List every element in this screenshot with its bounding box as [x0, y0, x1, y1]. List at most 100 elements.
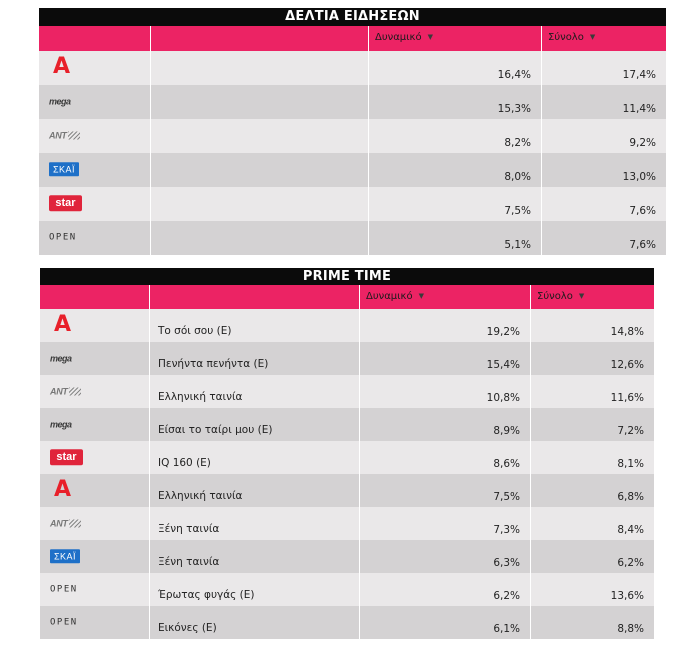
- total-cell: 13,0%: [542, 153, 666, 187]
- channel-logo-cell: OPEN: [39, 221, 151, 255]
- show-title: Είσαι το ταίρι μου (E): [158, 424, 273, 436]
- dynamic-cell: 8,9%: [360, 408, 531, 441]
- table-row: star IQ 160 (E) 8,6% 8,1%: [40, 441, 654, 474]
- total-share-value: 8,1%: [617, 458, 644, 470]
- total-cell: 14,8%: [531, 309, 654, 342]
- total-cell: 8,8%: [531, 606, 654, 639]
- dynamic-cell: 8,6%: [360, 441, 531, 474]
- dynamic-cell: 8,0%: [369, 153, 542, 187]
- show-cell: [151, 187, 369, 221]
- channel-logo-cell: OPEN: [40, 573, 150, 606]
- show-cell: Το σόι σου (E): [150, 309, 360, 342]
- dynamic-cell: 15,4%: [360, 342, 531, 375]
- ant1-logo-bars: [68, 519, 81, 527]
- dynamic-share-value: 16,4%: [497, 69, 531, 81]
- mega-logo: mega: [50, 419, 72, 429]
- ant1-logo-text: ANT: [49, 130, 67, 141]
- show-title: Ελληνική ταινία: [158, 391, 243, 403]
- show-cell: Εικόνες (E): [150, 606, 360, 639]
- table-row: A Ελληνική ταινία 7,5% 6,8%: [40, 474, 654, 507]
- show-title: Εικόνες (E): [158, 622, 217, 634]
- total-share-value: 8,4%: [617, 524, 644, 536]
- dynamic-share-value: 7,5%: [504, 205, 531, 217]
- channel-logo-cell: ΣΚΑΪ: [40, 540, 150, 573]
- ant1-logo: ANT: [49, 131, 80, 141]
- dynamic-share-value: 5,1%: [504, 239, 531, 251]
- show-title: IQ 160 (E): [158, 457, 211, 469]
- total-share-value: 9,2%: [629, 137, 656, 149]
- total-share-value: 7,2%: [617, 425, 644, 437]
- dynamic-share-value: 8,6%: [493, 458, 520, 470]
- alpha-logo: A: [54, 311, 72, 337]
- channel-logo-cell: ANT: [40, 507, 150, 540]
- total-column-header[interactable]: Σύνολο ▼: [542, 26, 666, 51]
- sort-down-icon[interactable]: ▼: [578, 292, 585, 300]
- dynamic-share-value: 15,4%: [486, 359, 520, 371]
- prime-table-header: Δυναμικό ▼ Σύνολο ▼: [40, 285, 654, 309]
- table-row: mega Πενήντα πενήντα (E) 15,4% 12,6%: [40, 342, 654, 375]
- ant1-logo-bars: [67, 131, 80, 140]
- star-logo: star: [50, 448, 83, 465]
- show-cell: Ελληνική ταινία: [150, 474, 360, 507]
- show-title: Ελληνική ταινία: [158, 490, 243, 502]
- total-cell: 7,6%: [542, 221, 666, 255]
- total-share-value: 7,6%: [629, 239, 656, 251]
- table-row: ΣΚΑΪ Ξένη ταινία 6,3% 6,2%: [40, 540, 654, 573]
- dynamic-cell: 8,2%: [369, 119, 542, 153]
- channel-logo-cell: mega: [40, 342, 150, 375]
- show-cell: [151, 221, 369, 255]
- total-header-label: Σύνολο: [537, 291, 573, 302]
- dynamic-cell: 10,8%: [360, 375, 531, 408]
- show-cell: Ξένη ταινία: [150, 540, 360, 573]
- total-share-value: 13,6%: [610, 590, 644, 602]
- show-column-header: [150, 285, 360, 309]
- dynamic-cell: 6,1%: [360, 606, 531, 639]
- total-cell: 13,6%: [531, 573, 654, 606]
- show-title: Ξένη ταινία: [158, 556, 220, 568]
- dynamic-cell: 15,3%: [369, 85, 542, 119]
- total-cell: 8,1%: [531, 441, 654, 474]
- show-cell: IQ 160 (E): [150, 441, 360, 474]
- open-logo: OPEN: [50, 617, 78, 627]
- total-column-header[interactable]: Σύνολο ▼: [531, 285, 654, 309]
- total-share-value: 11,4%: [622, 103, 656, 115]
- dynamic-column-header[interactable]: Δυναμικό ▼: [369, 26, 542, 51]
- total-share-value: 6,8%: [617, 491, 644, 503]
- total-share-value: 7,6%: [629, 205, 656, 217]
- prime-table-body: A Το σόι σου (E) 19,2% 14,8% mega Πενήντα πεν…: [40, 309, 654, 639]
- ant1-logo-bars: [68, 387, 81, 395]
- dynamic-header-label: Δυναμικό: [366, 291, 413, 302]
- show-cell: Έρωτας φυγάς (E): [150, 573, 360, 606]
- total-share-value: 12,6%: [610, 359, 644, 371]
- dynamic-share-value: 8,0%: [504, 171, 531, 183]
- total-cell: 12,6%: [531, 342, 654, 375]
- table-row: ΣΚΑΪ 8,0% 13,0%: [39, 153, 666, 187]
- total-cell: 8,4%: [531, 507, 654, 540]
- ant1-logo-text: ANT: [50, 518, 68, 528]
- sort-down-icon[interactable]: ▼: [427, 33, 433, 41]
- total-cell: 11,4%: [542, 85, 666, 119]
- logo-column-header: [40, 285, 150, 309]
- table-row: A Το σόι σου (E) 19,2% 14,8%: [40, 309, 654, 342]
- star-logo: star: [49, 195, 82, 212]
- total-share-value: 8,8%: [617, 623, 644, 635]
- sort-down-icon[interactable]: ▼: [418, 292, 424, 300]
- ant1-logo-text: ANT: [50, 386, 68, 396]
- dynamic-column-header[interactable]: Δυναμικό ▼: [360, 285, 531, 309]
- open-logo: OPEN: [50, 584, 78, 594]
- show-cell: [151, 153, 369, 187]
- total-cell: 17,4%: [542, 51, 666, 85]
- total-share-value: 17,4%: [622, 69, 656, 81]
- open-logo: OPEN: [49, 232, 77, 243]
- show-cell: Είσαι το ταίρι μου (E): [150, 408, 360, 441]
- dynamic-cell: 5,1%: [369, 221, 542, 255]
- show-title: Έρωτας φυγάς (E): [158, 589, 255, 601]
- dynamic-share-value: 6,1%: [493, 623, 520, 635]
- sort-down-icon[interactable]: ▼: [589, 33, 596, 41]
- channel-logo-cell: A: [40, 474, 150, 507]
- dynamic-share-value: 6,2%: [493, 590, 520, 602]
- total-cell: 7,6%: [542, 187, 666, 221]
- table-row: mega 15,3% 11,4%: [39, 85, 666, 119]
- show-cell: Ελληνική ταινία: [150, 375, 360, 408]
- total-cell: 6,2%: [531, 540, 654, 573]
